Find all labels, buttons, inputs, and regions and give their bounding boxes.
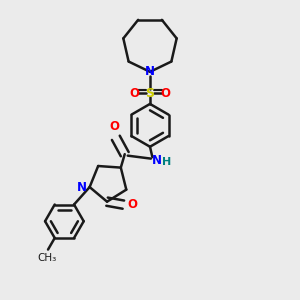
Text: O: O [130,87,140,100]
Text: O: O [128,198,138,211]
Text: N: N [145,65,155,78]
Text: O: O [160,87,170,100]
Text: S: S [146,87,154,100]
Text: N: N [152,154,161,166]
Text: O: O [109,120,119,134]
Text: CH₃: CH₃ [38,254,57,263]
Text: H: H [162,157,171,166]
Text: N: N [77,181,87,194]
